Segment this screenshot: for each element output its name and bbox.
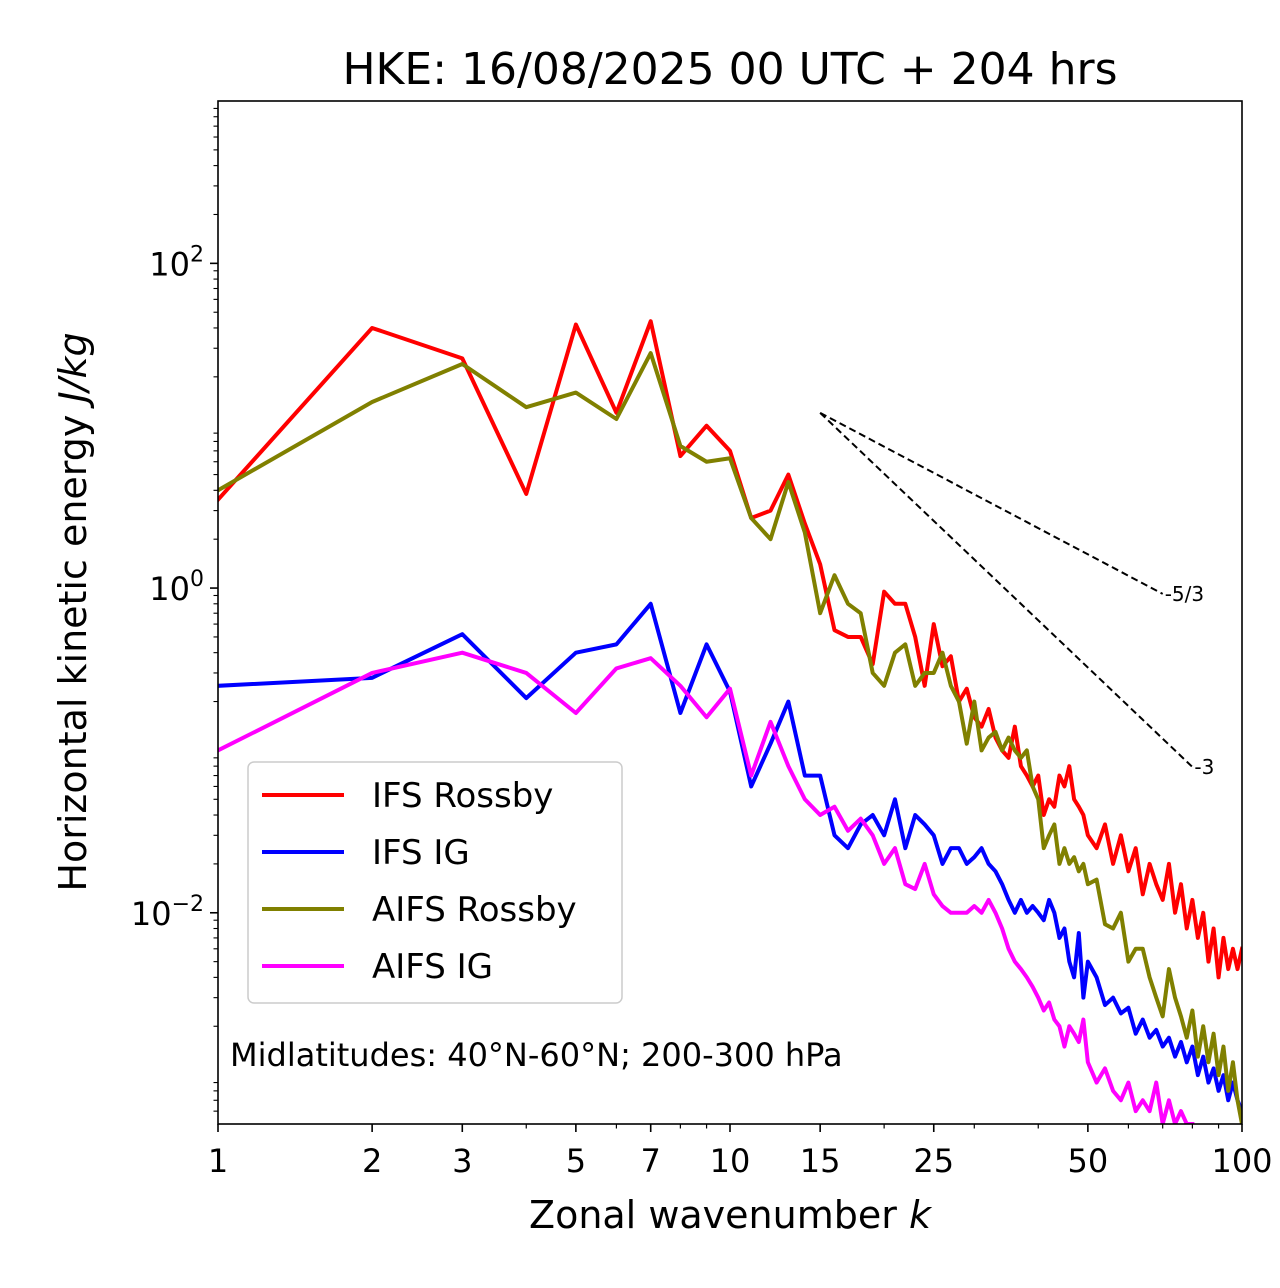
y-tick-label: 102 — [149, 242, 204, 283]
reference-slope-line — [819, 412, 1194, 768]
x-tick-label: 100 — [1211, 1142, 1272, 1180]
plot-frame — [217, 100, 1243, 1125]
x-tick-label: 15 — [800, 1142, 841, 1180]
y-tick-label: 10−2 — [131, 892, 204, 933]
x-tick-label: 1 — [208, 1142, 228, 1180]
x-tick-label: 10 — [710, 1142, 751, 1180]
series-line-aifs-ig — [218, 650, 1195, 1124]
x-tick-label: 2 — [362, 1142, 382, 1180]
reference-slope-label: -3 — [1194, 755, 1214, 779]
axis-ticks: 1 2 3 5 7 10 15 25 50 100 10−2 100 102 — [131, 107, 1273, 1180]
chart-title: HKE: 16/08/2025 00 UTC + 204 hrs — [342, 44, 1117, 95]
x-tick-label: 25 — [913, 1142, 954, 1180]
legend-label-ifs-rossby: IFS Rossby — [372, 776, 553, 816]
x-tick-label: 50 — [1068, 1142, 1109, 1180]
legend-label-ifs-ig: IFS IG — [372, 833, 470, 873]
series-lines — [218, 319, 1242, 1124]
y-axis-label: Horizontal kinetic energy J/kg — [51, 332, 95, 891]
reference-slope-line — [819, 411, 1164, 595]
reference-slope-label: -5/3 — [1165, 582, 1204, 606]
legend-frame — [247, 761, 623, 1004]
legend: IFS Rossby IFS IG AIFS Rossby AIFS IG — [247, 761, 623, 1004]
region-annotation: Midlatitudes: 40°N-60°N; 200-300 hPa — [230, 1036, 843, 1074]
reference-slopes: -5/3 -3 — [819, 411, 1214, 779]
x-tick-label: 7 — [641, 1142, 661, 1180]
series-line-ifs-ig — [218, 601, 1242, 1114]
legend-label-aifs-ig: AIFS IG — [372, 947, 493, 987]
series-line-aifs-rossby — [218, 351, 1242, 1124]
series-line-ifs-rossby — [218, 319, 1242, 980]
y-tick-label: 100 — [149, 567, 204, 608]
x-axis-label: Zonal wavenumber k — [529, 1193, 933, 1237]
x-tick-label: 3 — [452, 1142, 472, 1180]
x-tick-label: 5 — [566, 1142, 586, 1180]
legend-label-aifs-rossby: AIFS Rossby — [372, 890, 577, 930]
